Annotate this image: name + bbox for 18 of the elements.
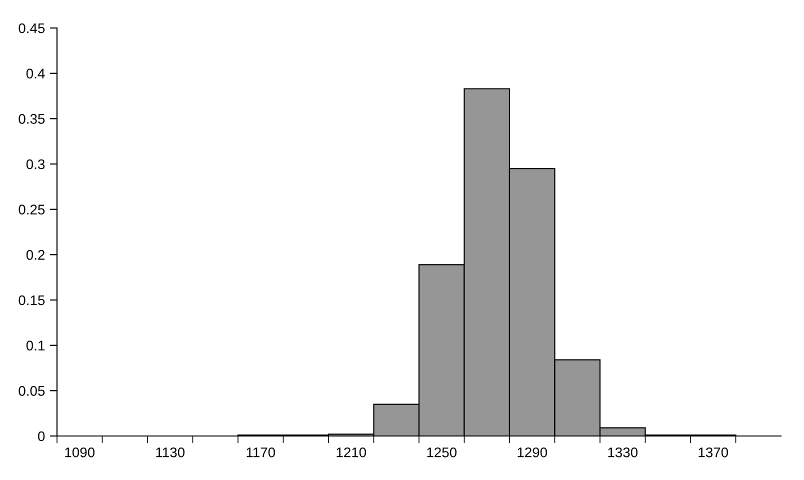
x-tick-label: 1250 bbox=[427, 447, 457, 458]
x-tick-label: 1370 bbox=[698, 447, 728, 458]
x-tick-label: 1330 bbox=[608, 447, 638, 458]
x-tick-label: 1130 bbox=[156, 447, 185, 458]
y-tick-label: 0.4 bbox=[26, 68, 45, 79]
y-tick-label: 0.3 bbox=[26, 159, 45, 170]
y-tick-label: 0.15 bbox=[18, 295, 45, 306]
y-tick-label: 0.1 bbox=[26, 340, 45, 351]
x-tick-label: 1290 bbox=[518, 447, 548, 458]
x-tick-label: 1170 bbox=[246, 447, 276, 458]
y-tick-label: 0.05 bbox=[18, 386, 45, 396]
y-tick-label: 0.2 bbox=[26, 250, 44, 260]
x-tick-label: 1210 bbox=[336, 447, 366, 458]
y-tick-label: 0.45 bbox=[18, 23, 45, 34]
y-tick-label: 0.35 bbox=[18, 114, 45, 124]
x-tick-label: 1090 bbox=[65, 447, 95, 458]
y-tick-label: 0.25 bbox=[18, 204, 45, 215]
y-tick-label: 0 bbox=[38, 431, 45, 442]
